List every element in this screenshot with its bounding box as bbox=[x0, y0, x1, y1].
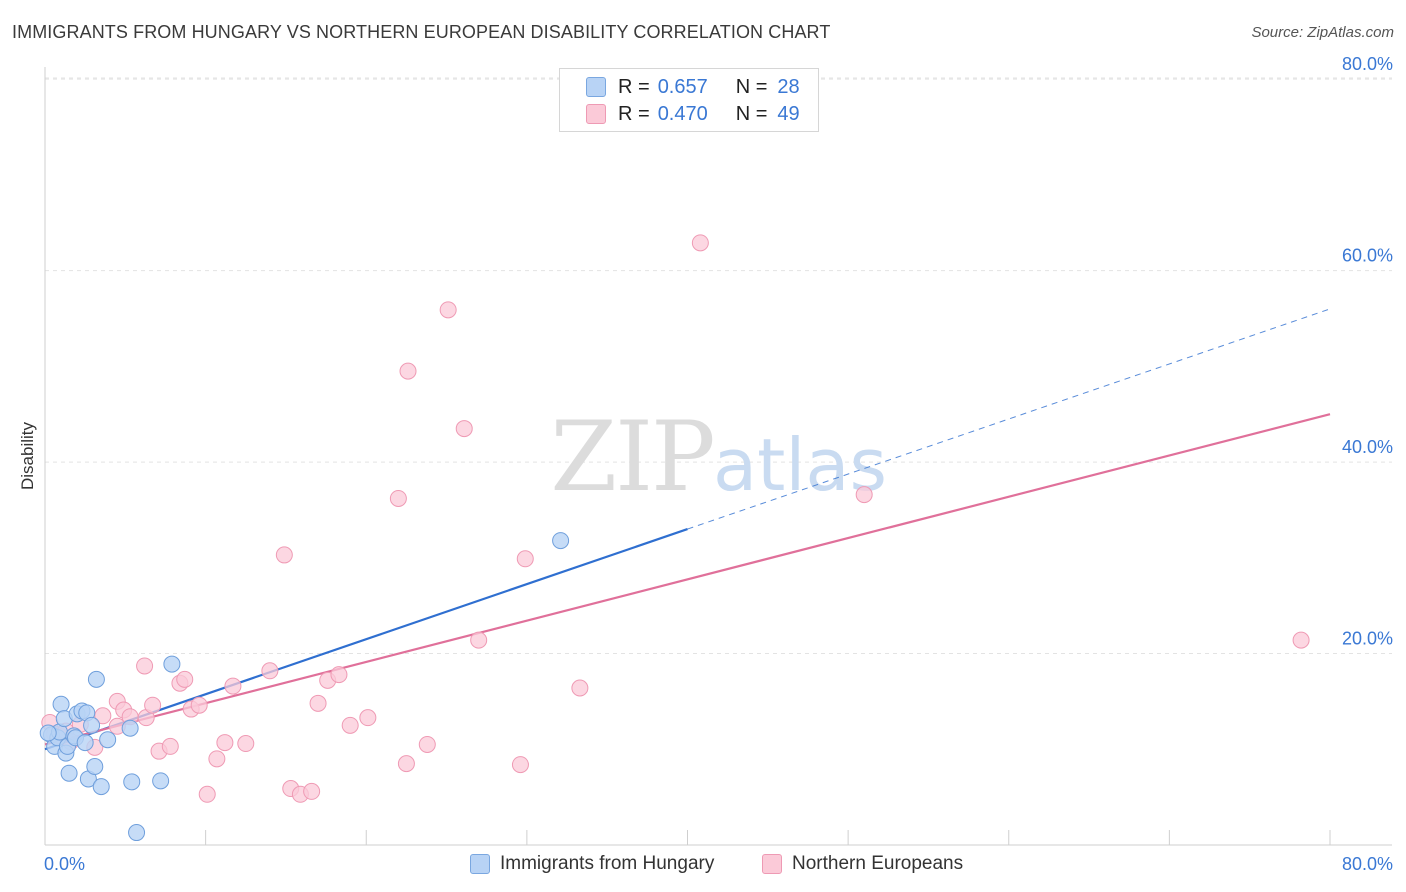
grid-layer bbox=[45, 77, 1392, 655]
n-label: N = bbox=[735, 75, 768, 98]
point-northern-europeans bbox=[261, 662, 279, 680]
point-immigrants-hungary bbox=[99, 731, 117, 749]
point-northern-europeans bbox=[144, 696, 162, 714]
hungary-legend-label: Immigrants from Hungary bbox=[500, 853, 715, 874]
legend-item-hungary[interactable]: Immigrants from Hungary bbox=[470, 852, 714, 876]
point-northern-europeans bbox=[359, 709, 377, 727]
legend-row-hungary: R = 0.657 N = 28 bbox=[586, 75, 800, 99]
source-credit: Source: ZipAtlas.com bbox=[1251, 24, 1394, 41]
point-immigrants-hungary bbox=[52, 695, 70, 713]
point-immigrants-hungary bbox=[92, 778, 110, 796]
point-northern-europeans bbox=[303, 782, 321, 800]
point-northern-europeans bbox=[275, 546, 293, 564]
point-northern-europeans bbox=[418, 735, 436, 753]
y-tick-label: 80.0% bbox=[1342, 54, 1393, 74]
trend-line-northern bbox=[44, 413, 1331, 746]
point-northern-europeans bbox=[309, 694, 327, 712]
point-immigrants-hungary bbox=[163, 655, 181, 673]
hungary-n-value: 28 bbox=[777, 75, 800, 98]
point-northern-europeans bbox=[516, 550, 534, 568]
northern-r-value: 0.470 bbox=[657, 102, 708, 125]
chart-title: IMMIGRANTS FROM HUNGARY VS NORTHERN EURO… bbox=[12, 22, 831, 42]
point-northern-europeans bbox=[224, 677, 242, 695]
r-label: R = bbox=[618, 102, 650, 125]
point-northern-europeans bbox=[330, 666, 348, 684]
point-northern-europeans bbox=[341, 716, 359, 734]
point-northern-europeans bbox=[190, 696, 208, 714]
point-immigrants-hungary bbox=[121, 719, 139, 737]
axis-layer bbox=[44, 67, 1392, 846]
point-northern-europeans bbox=[571, 679, 589, 697]
x-tick-label-max: 80.0% bbox=[1342, 854, 1393, 874]
r-label: R = bbox=[618, 75, 650, 98]
point-immigrants-hungary bbox=[76, 734, 94, 752]
point-northern-europeans bbox=[136, 657, 154, 675]
hungary-swatch bbox=[586, 77, 606, 97]
point-northern-europeans bbox=[511, 756, 529, 774]
point-northern-europeans bbox=[455, 420, 473, 438]
point-northern-europeans bbox=[1292, 631, 1310, 649]
y-tick-label: 20.0% bbox=[1342, 629, 1393, 649]
point-immigrants-hungary bbox=[152, 772, 170, 790]
point-immigrants-hungary bbox=[83, 716, 101, 734]
point-immigrants-hungary bbox=[39, 724, 57, 742]
point-northern-europeans bbox=[389, 489, 407, 507]
n-label: N = bbox=[735, 102, 768, 125]
data-points bbox=[39, 234, 1310, 842]
northern-swatch bbox=[586, 104, 606, 124]
point-immigrants-hungary bbox=[60, 764, 78, 782]
point-northern-europeans bbox=[439, 301, 457, 319]
point-northern-europeans bbox=[94, 707, 112, 725]
x-tick-label-min: 0.0% bbox=[44, 854, 85, 874]
point-northern-europeans bbox=[176, 670, 194, 688]
tick-labels: 20.0% 40.0% 60.0% 80.0% 0.0% 80.0% bbox=[44, 54, 1393, 874]
point-immigrants-hungary bbox=[128, 824, 146, 842]
legend-row-northern: R = 0.470 N = 49 bbox=[586, 102, 800, 126]
northern-legend-swatch bbox=[762, 854, 782, 874]
point-immigrants-hungary bbox=[123, 773, 141, 791]
watermark: ZIP atlas bbox=[550, 401, 887, 513]
point-immigrants-hungary bbox=[552, 532, 570, 550]
northern-n-value: 49 bbox=[777, 102, 800, 125]
point-northern-europeans bbox=[198, 785, 216, 803]
y-tick-label: 40.0% bbox=[1342, 437, 1393, 457]
point-northern-europeans bbox=[691, 234, 709, 252]
stats-legend: R = 0.657 N = 28 R = 0.470 N = 49 bbox=[559, 68, 819, 132]
point-immigrants-hungary bbox=[86, 758, 104, 775]
hungary-r-value: 0.657 bbox=[657, 75, 708, 98]
point-northern-europeans bbox=[216, 734, 234, 752]
trend-line-hungary-extension bbox=[687, 308, 1331, 530]
point-northern-europeans bbox=[855, 486, 873, 504]
point-northern-europeans bbox=[397, 755, 415, 773]
point-northern-europeans bbox=[470, 631, 488, 649]
watermark-zip: ZIP bbox=[550, 401, 713, 513]
y-tick-label: 60.0% bbox=[1342, 246, 1393, 266]
point-immigrants-hungary bbox=[87, 670, 105, 688]
point-northern-europeans bbox=[161, 737, 179, 755]
y-axis-label: Disability bbox=[18, 421, 37, 491]
point-northern-europeans bbox=[399, 362, 417, 380]
hungary-legend-swatch bbox=[470, 854, 490, 874]
point-northern-europeans bbox=[237, 735, 255, 753]
legend-item-northern[interactable]: Northern Europeans bbox=[762, 852, 963, 876]
northern-legend-label: Northern Europeans bbox=[792, 853, 964, 874]
point-northern-europeans bbox=[208, 750, 226, 768]
